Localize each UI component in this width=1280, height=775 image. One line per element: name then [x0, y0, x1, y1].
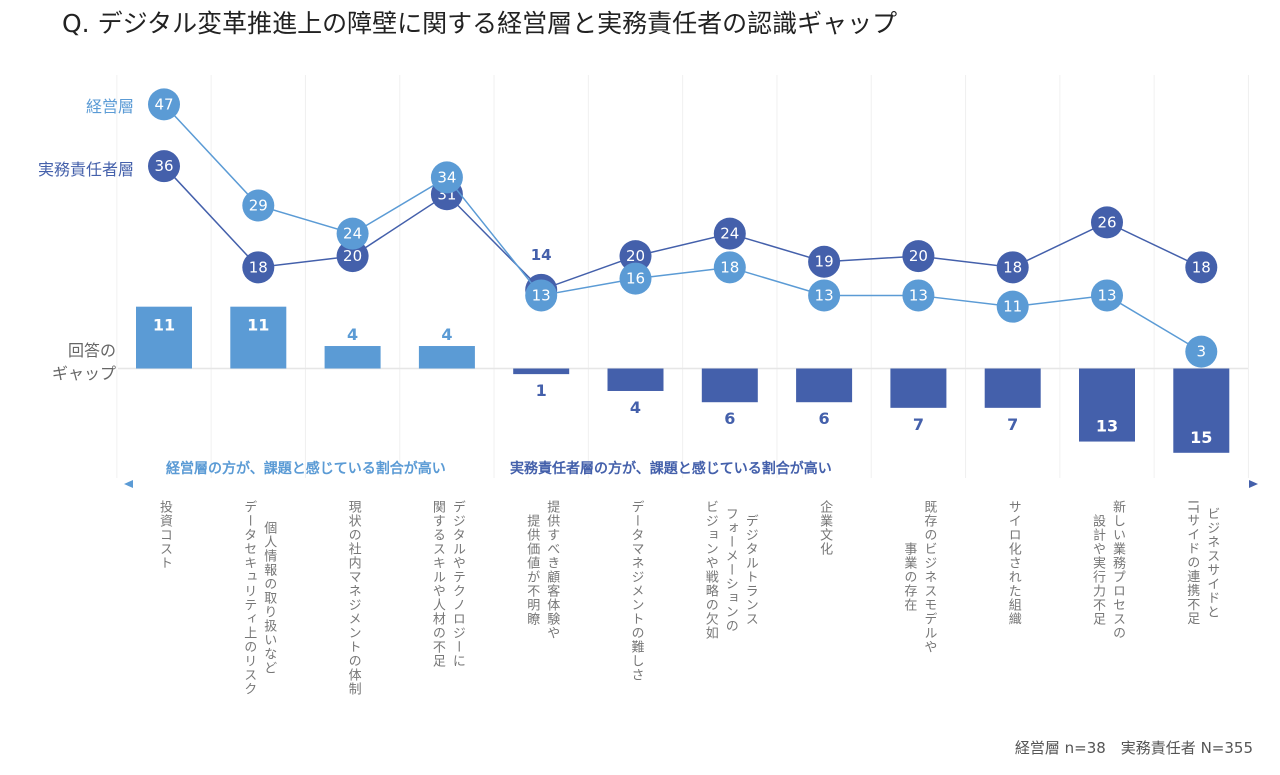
staff-point — [1185, 251, 1218, 284]
note-staff-higher: 実務責任者層の方が、課題と感じている割合が高い — [510, 461, 832, 477]
category-label: デジタルトランス フォーメーションの ビジョンや戦略の欠如 — [702, 500, 758, 640]
gap-bar — [418, 346, 475, 369]
category-label: 提供すべき顧客体験や 提供価値が不明瞭 — [524, 500, 560, 640]
management-point-label: 13 — [815, 286, 834, 304]
category-label: 個人情報の取り扱いなど データセキュリティ上のリスク — [241, 500, 277, 696]
management-point — [336, 217, 369, 250]
staff-point — [619, 240, 652, 273]
management-point — [148, 88, 180, 121]
gap-bar — [796, 368, 853, 403]
gap-bar-label: 13 — [1096, 417, 1118, 436]
staff-point — [148, 150, 180, 183]
staff-point — [1091, 206, 1123, 239]
chart-title: Q. デジタル変革推進上の障壁に関する経営層と実務責任者の認識ギャップ — [62, 9, 898, 38]
management-point — [430, 161, 463, 194]
staff-point — [808, 245, 841, 278]
management-point — [713, 251, 746, 284]
management-point — [1091, 279, 1123, 312]
gap-bar-label: 11 — [247, 316, 269, 335]
staff-point-label: 20 — [626, 247, 645, 265]
gap-bar — [1079, 368, 1135, 442]
gap-bar-label: 1 — [536, 381, 547, 400]
gap-bar-label: 6 — [724, 409, 735, 428]
management-point — [525, 279, 558, 312]
staff-point-label: 20 — [909, 247, 928, 265]
staff-point-label: 18 — [1192, 258, 1211, 276]
category-label: 新しい業務プロセスの 設計や実行力不足 — [1090, 500, 1125, 640]
staff-point — [242, 251, 275, 284]
gap-bar-label: 15 — [1190, 428, 1212, 447]
staff-point-label: 36 — [154, 157, 173, 175]
management-point-label: 13 — [1097, 286, 1116, 304]
management-point-label: 13 — [532, 286, 551, 304]
legend-staff-label: 実務責任者層 — [37, 160, 134, 179]
gap-bar — [230, 306, 287, 369]
arrow-left-head — [124, 480, 133, 488]
staff-point-label: 19 — [815, 253, 834, 271]
gap-bar — [136, 306, 192, 369]
staff-point — [996, 251, 1029, 284]
arrow-right-head — [1249, 480, 1258, 488]
gap-bar-label: 4 — [630, 398, 641, 417]
staff-point-label: 18 — [1003, 258, 1022, 276]
category-label: データマネジメントの難しさ — [628, 500, 644, 682]
legend-staff: 実務責任者層 — [38, 156, 134, 180]
gap-bar-label: 4 — [347, 325, 358, 344]
gap-bar-label: 4 — [441, 325, 452, 344]
management-point — [808, 279, 841, 312]
management-point — [996, 290, 1029, 323]
sample-size-note: 経営層 n=38 実務責任者 N=355 — [1014, 739, 1253, 757]
category-label: サイロ化された組織 — [1005, 500, 1021, 626]
category-label: デジタルやテクノロジーに 関するスキルや人材の不足 — [429, 500, 465, 668]
management-point-label: 3 — [1197, 343, 1207, 361]
management-point-label: 24 — [343, 225, 362, 243]
category-label: 投資コスト — [157, 500, 172, 570]
gap-bar — [701, 368, 758, 403]
staff-point-label: 20 — [343, 247, 362, 265]
management-point-label: 16 — [626, 270, 645, 288]
category-label: ビジネスサイドと ITサイドの連携不足 — [1184, 500, 1220, 626]
gap-axis-label: 回答の ギャップ — [51, 341, 116, 383]
legend-management-label: 経営層 — [85, 97, 134, 116]
gap-bar-label: 11 — [153, 316, 175, 335]
gap-bar-label: 7 — [1007, 415, 1018, 434]
gap-bar-label: 7 — [913, 415, 924, 434]
gap-bar — [607, 368, 664, 391]
gap-bar — [324, 346, 381, 369]
management-point-label: 11 — [1003, 298, 1022, 316]
category-label: 現状の社内マネジメントの体制 — [345, 500, 361, 696]
management-point-label: 47 — [154, 95, 173, 113]
staff-point-label: 14 — [531, 246, 552, 264]
staff-point — [713, 217, 746, 250]
management-point-label: 18 — [720, 258, 739, 276]
category-label: 企業文化 — [817, 500, 833, 556]
staff-point-label: 26 — [1097, 213, 1116, 231]
staff-point-label: 18 — [249, 258, 268, 276]
legend-management: 経営層 — [86, 93, 134, 117]
management-point — [1185, 335, 1218, 368]
gap-bar — [890, 368, 947, 408]
staff-point — [902, 240, 935, 273]
gap-bar — [1173, 368, 1230, 453]
management-point — [619, 262, 652, 295]
staff-point-label: 24 — [720, 225, 739, 243]
gap-bar — [513, 368, 570, 375]
category-label: 既存のビジネスモデルや 事業の存在 — [901, 500, 937, 654]
staff-point — [336, 240, 369, 273]
gap-bar-label: 6 — [819, 409, 830, 428]
management-point-label: 29 — [249, 197, 268, 215]
note-management-higher: 経営層の方が、課題と感じている割合が高い — [166, 461, 446, 477]
management-point — [242, 189, 275, 222]
management-point-label: 13 — [909, 286, 928, 304]
gap-bar — [984, 368, 1041, 408]
management-point-label: 34 — [437, 168, 456, 186]
management-point — [902, 279, 935, 312]
